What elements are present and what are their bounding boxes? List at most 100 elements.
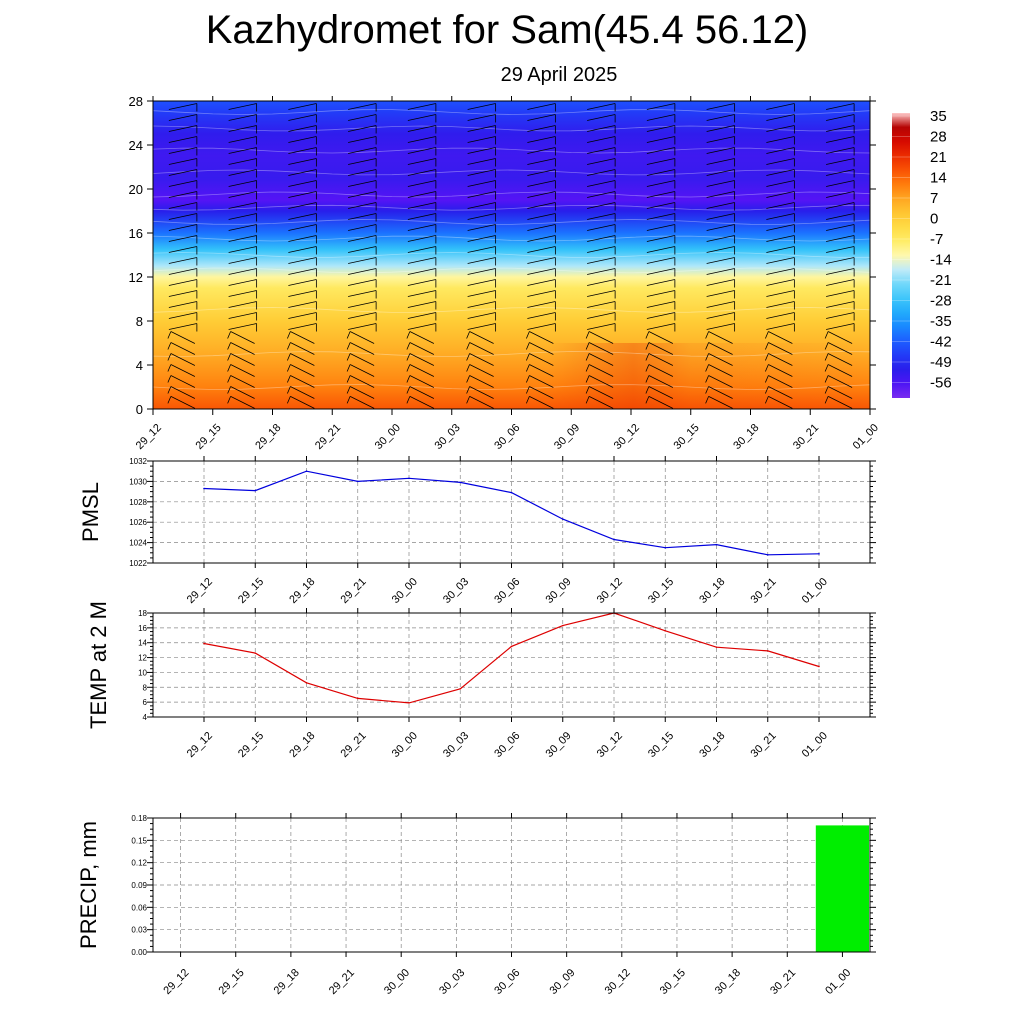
wind-barb [228,301,258,310]
wind-barb [587,290,616,299]
x-tick-label: 30_15 [646,576,676,606]
wind-barb [406,342,435,355]
colorbar-label: -28 [930,293,952,310]
wind-barb [288,191,317,200]
colorbar-label: 7 [930,190,938,207]
wind-barb [526,331,554,344]
wind-barb [467,125,497,134]
wind-barb [646,224,676,233]
wind-barb [288,147,317,156]
wind-barb [587,213,616,222]
wind-barb [466,386,494,399]
x-tick-label: 30_18 [697,730,727,760]
wind-barb [646,246,676,255]
x-tick-label: 29_12 [161,967,191,997]
cs-y-tick-label: 16 [129,226,143,241]
wind-barb [826,125,855,134]
y-axis-title: PRECIP, mm [76,821,101,949]
x-tick-label: 30_18 [697,576,727,606]
wind-barb [406,331,435,344]
colorbar-label: 21 [930,149,947,166]
colorbar-label: -7 [930,231,943,248]
wind-barb [826,279,855,288]
wind-barb [407,125,437,134]
wind-barb [766,290,795,299]
wind-barb [646,323,676,332]
wind-barb [527,169,556,178]
y-tick-label: 0.03 [131,926,147,935]
wind-barb [348,191,377,200]
wind-barb [706,235,736,244]
cs-x-tick-label: 30_09 [552,422,582,452]
wind-barb [826,246,855,255]
wind-barb [587,103,616,112]
wind-barb [168,246,198,255]
cs-x-tick-label: 01_00 [851,422,881,452]
wind-barb [348,213,377,222]
wind-barb [228,323,258,332]
wind-barb [167,353,196,366]
wind-barb [228,103,258,112]
wind-barb [824,375,853,388]
y-tick-label: 1032 [129,457,147,466]
wind-barb [526,386,554,399]
wind-barb [585,364,614,377]
wind-barb [227,375,255,388]
wind-barb [587,169,616,178]
x-tick-label: 29_12 [185,576,215,606]
wind-barb [288,257,317,266]
cs-y-tick-label: 12 [129,270,143,285]
wind-barb [585,331,614,344]
data-point [459,481,462,484]
y-axis-title: TEMP at 2 M [86,601,111,729]
wind-barb [168,301,198,310]
wind-barb [348,136,377,145]
wind-barb [587,268,616,277]
wind-barb [587,114,616,123]
wind-barb [826,323,855,332]
wind-barb [407,246,437,255]
wind-barb [168,312,198,321]
wind-barb [706,268,736,277]
wind-barb [706,103,736,112]
wind-barb [168,147,198,156]
wind-barb [527,290,556,299]
wind-barb [527,136,556,145]
wind-barb [407,279,437,288]
wind-barb [706,301,736,310]
wind-barb [826,114,855,123]
wind-barb [706,213,736,222]
wind-barb [348,147,377,156]
wind-barb [826,224,855,233]
wind-barb [766,103,795,112]
wind-barb [587,158,616,167]
wind-barb [346,386,375,399]
wind-barb [706,257,736,266]
data-point [305,682,308,684]
wind-barb [646,235,676,244]
wind-barb [646,213,676,222]
x-tick-label: 30_21 [749,576,779,606]
colorbar-label: 0 [930,211,938,228]
y-tick-label: 18 [138,609,147,618]
x-tick-label: 30_06 [492,730,522,760]
wind-barb [824,396,853,409]
wind-barb [527,103,556,112]
wind-barb [645,386,674,399]
colorbar-label: -56 [930,375,952,392]
y-tick-label: 0.12 [131,859,147,868]
wind-barb [587,147,616,156]
data-point [561,624,564,627]
wind-barb [585,396,614,409]
colorbar-label: -35 [930,313,952,330]
cs-x-tick-label: 29_12 [134,422,164,452]
wind-barb [467,213,497,222]
wind-barb [228,147,258,156]
x-tick-label: 30_12 [595,730,625,760]
temperature-contour [152,252,871,258]
wind-barb [706,136,736,145]
wind-barb [766,191,795,200]
x-tick-label: 30_12 [595,576,625,606]
cs-y-tick-label: 8 [136,314,143,329]
colorbar-label: 28 [930,129,947,146]
